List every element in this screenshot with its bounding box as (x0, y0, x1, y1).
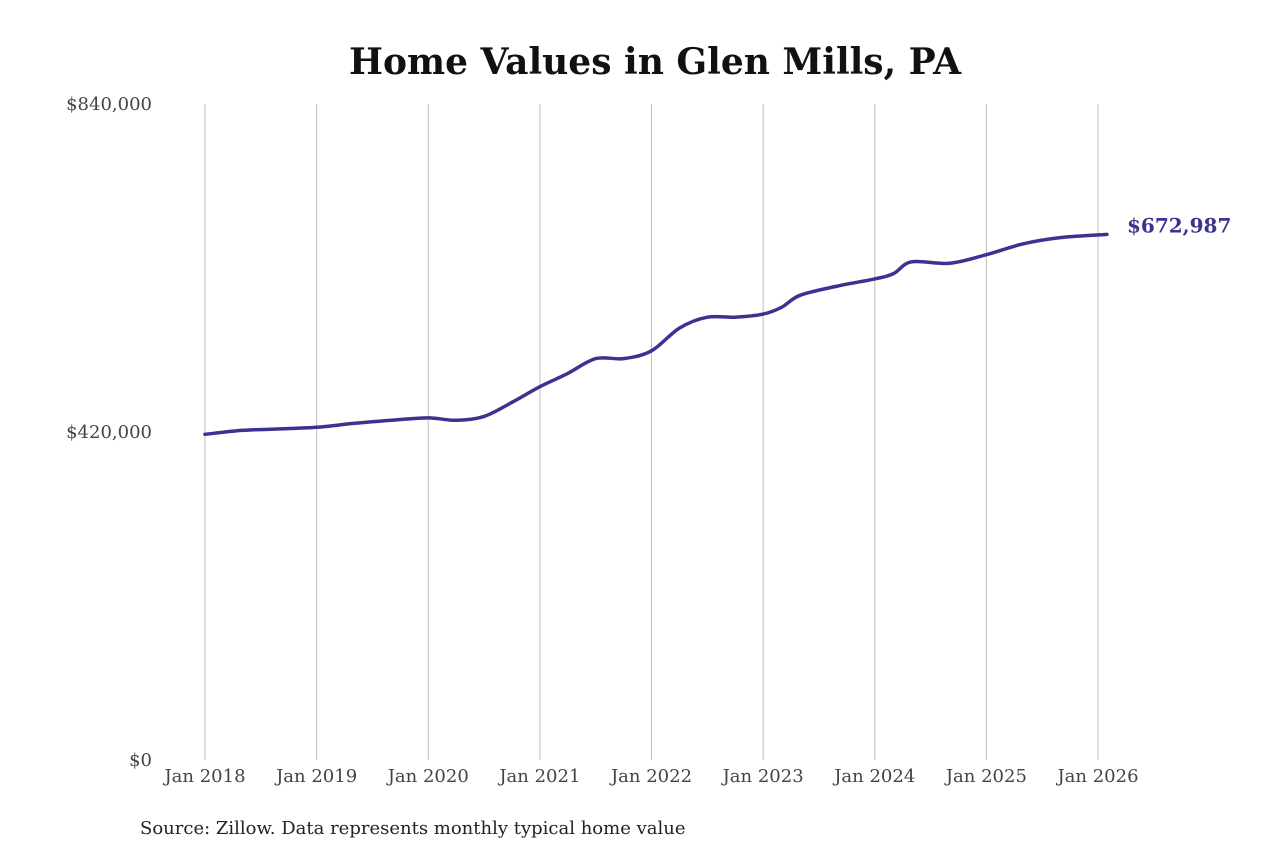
x-tick-label: Jan 2026 (1055, 766, 1138, 787)
x-tick-label: Jan 2022 (609, 766, 692, 787)
x-tick-label: Jan 2023 (721, 766, 804, 787)
x-axis-ticks: Jan 2018 Jan 2019 Jan 2020 Jan 2021 Jan 2022… (162, 766, 1138, 787)
x-tick-label: Jan 2020 (386, 766, 469, 787)
x-tick-label: Jan 2024 (832, 766, 915, 787)
x-tick-label: Jan 2021 (497, 766, 580, 787)
grid-lines (204, 104, 1099, 760)
end-value-label: $672,987 (1127, 213, 1231, 237)
x-tick-label: Jan 2025 (944, 766, 1027, 787)
x-tick-label: Jan 2019 (274, 766, 357, 787)
home-value-line (203, 232, 1109, 437)
series-layer (203, 232, 1109, 437)
x-tick-label: Jan 2018 (162, 766, 245, 787)
y-tick-label: $840,000 (66, 94, 152, 115)
y-axis-ticks: $0 $420,000 $840,000 (66, 94, 152, 771)
y-tick-label: $420,000 (66, 422, 152, 443)
y-tick-label: $0 (129, 750, 152, 771)
source-note: Source: Zillow. Data represents monthly … (140, 818, 686, 839)
chart-title: Home Values in Glen Mills, PA (349, 41, 962, 83)
